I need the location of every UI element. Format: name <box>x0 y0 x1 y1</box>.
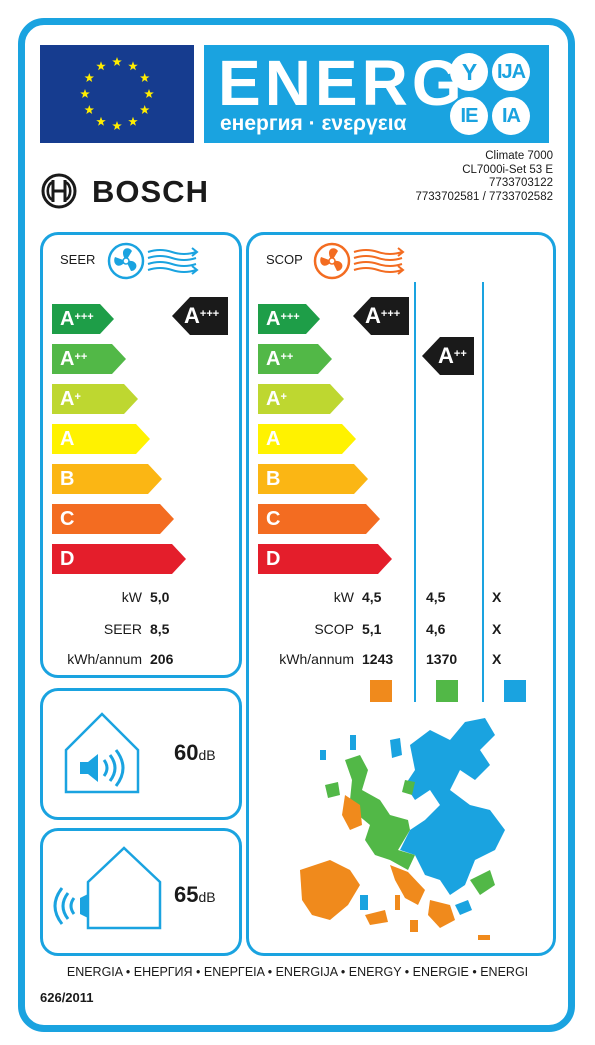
cooling-scale-arrow: D <box>52 544 186 574</box>
heating-row-label: SCOP <box>314 621 354 637</box>
outdoor-speaker-house-icon <box>53 846 162 930</box>
heating-value: 4,6 <box>426 621 446 637</box>
eu-star-icon <box>84 73 94 82</box>
model-line: 7733702581 / 7733702582 <box>415 190 553 203</box>
cooling-row-value: 8,5 <box>150 621 170 637</box>
footer-languages: ENERGIA • ЕНЕРГИЯ • ΕΝΕΡΓΕΙΑ • ENERGIJA … <box>66 965 529 979</box>
heating-value: 5,1 <box>362 621 382 637</box>
cooling-scale-arrow: A <box>52 424 150 454</box>
cooling-row-value: 5,0 <box>150 589 170 605</box>
cooling-scale-arrow: A+ <box>52 384 138 414</box>
heating-rating-text: A+++ <box>365 303 401 328</box>
heating-rating-badge: A+++ <box>353 297 409 335</box>
cooling-scale-letter: C <box>60 508 75 530</box>
outdoor-noise-panel <box>40 828 242 956</box>
heating-value: 4,5 <box>426 589 446 605</box>
cooling-scale-letter: A+ <box>60 388 81 410</box>
heating-value: 1243 <box>362 651 394 667</box>
indoor-noise-value: 60dB <box>174 740 216 765</box>
heating-scale-arrow: D <box>258 544 392 574</box>
cooling-scale-letter: A++ <box>60 348 88 370</box>
eu-star-icon <box>112 121 122 130</box>
cooling-row-label: SEER <box>103 621 142 637</box>
indoor-noise-panel <box>40 688 242 820</box>
heating-scale-letter: A <box>266 428 281 450</box>
cooling-rating-text: A+++ <box>184 303 220 328</box>
heating-scale-arrow: A+++ <box>258 304 320 334</box>
scop-label: SCOP <box>266 252 303 267</box>
cooling-scale-arrow: A++ <box>52 344 126 374</box>
energy-banner: ENERG енергия · ενεργεια Y IJA IE IA <box>204 45 549 143</box>
eu-flag <box>40 45 194 143</box>
column-divider <box>414 282 416 702</box>
seer-label: SEER <box>60 252 96 267</box>
heating-row-label: kW <box>333 589 354 605</box>
eu-star-icon <box>96 116 106 126</box>
outdoor-noise-value: 65dB <box>174 882 216 907</box>
heating-rating-badge: A++ <box>422 337 474 375</box>
climate-zone-swatch-colder <box>504 680 526 702</box>
eu-star-icon <box>128 61 138 71</box>
climate-zone-swatch-average <box>436 680 458 702</box>
heating-scale-arrow: B <box>258 464 368 494</box>
heating-rating-text: A++ <box>438 343 467 368</box>
eu-stars-icon <box>80 57 154 130</box>
eu-star-icon <box>96 61 106 71</box>
cooling-rating-badge: A+++ <box>172 297 228 335</box>
model-line: CL7000i-Set 53 E <box>462 163 553 176</box>
indoor-speaker-house-icon <box>64 712 140 794</box>
cooling-scale-letter: A+++ <box>60 308 94 330</box>
eu-star-icon <box>128 116 138 126</box>
cooling-row-label: kW <box>121 589 142 605</box>
heating-value: X <box>492 621 502 637</box>
heating-value: 1370 <box>426 651 458 667</box>
energ-subtitle: енергия · ενεργεια <box>220 112 407 135</box>
heating-scale-letter: D <box>266 548 281 570</box>
regulation-number: 626/2011 <box>40 990 94 1005</box>
lang-bubble: Y <box>450 53 488 91</box>
energ-title: ENERG <box>218 47 466 119</box>
column-divider <box>482 282 484 702</box>
model-info: Climate 7000 CL7000i-Set 53 E 7733703122… <box>415 150 553 204</box>
heating-value: X <box>492 589 502 605</box>
lang-bubble: IA <box>492 97 530 135</box>
heating-value: X <box>492 651 502 667</box>
heating-scale-arrow: C <box>258 504 380 534</box>
cooling-scale-letter: A <box>60 428 75 450</box>
heating-scale-letter: A++ <box>266 348 294 370</box>
climate-zone-swatch-warmer <box>370 680 392 702</box>
heating-scale-letter: B <box>266 468 281 490</box>
eu-star-icon <box>80 89 90 98</box>
bosch-logo-icon <box>41 173 77 209</box>
heating-scale-arrow: A <box>258 424 356 454</box>
heating-value: 4,5 <box>362 589 382 605</box>
eu-star-icon <box>140 73 150 82</box>
lang-bubble: IJA <box>492 53 530 91</box>
europe-climate-map <box>300 718 505 940</box>
cooling-scale-arrow: A+++ <box>52 304 114 334</box>
cooling-scale-letter: D <box>60 548 75 570</box>
cooling-row-value: 206 <box>150 651 174 667</box>
eu-star-icon <box>144 89 154 98</box>
heating-fan-icon <box>313 242 405 280</box>
heating-scale-arrow: A++ <box>258 344 332 374</box>
brand-name: BOSCH <box>92 174 209 209</box>
cooling-scale-letter: B <box>60 468 75 490</box>
eu-star-icon <box>84 105 94 114</box>
model-line: 7733703122 <box>489 177 553 190</box>
cooling-scale-arrow: B <box>52 464 162 494</box>
model-line: Climate 7000 <box>485 150 553 162</box>
cooling-scale-arrow: C <box>52 504 174 534</box>
eu-star-icon <box>112 57 122 66</box>
heating-scale-letter: A+ <box>266 388 287 410</box>
heating-row-label: kWh/annum <box>279 651 354 667</box>
cooling-fan-icon <box>107 242 199 280</box>
lang-bubble: IE <box>450 97 488 135</box>
heating-scale-letter: C <box>266 508 281 530</box>
eu-star-icon <box>140 105 150 114</box>
heating-scale-letter: A+++ <box>266 308 300 330</box>
cooling-row-label: kWh/annum <box>67 651 142 667</box>
heating-scale-arrow: A+ <box>258 384 344 414</box>
